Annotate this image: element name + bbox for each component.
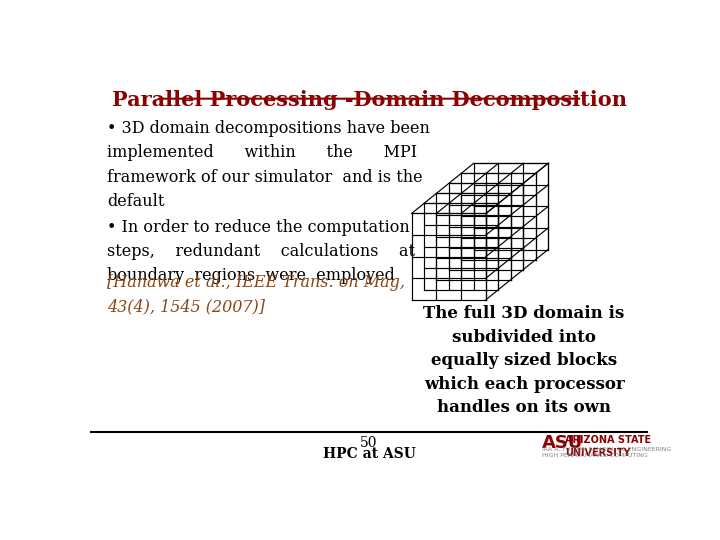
Text: Parallel Processing -Domain Decomposition: Parallel Processing -Domain Decompositio… [112,90,626,110]
Text: ARIZONA STATE
UNIVERSITY: ARIZONA STATE UNIVERSITY [565,435,651,458]
Text: ASU: ASU [542,434,583,453]
Text: • 3D domain decompositions have been
implemented      within      the      MPI
f: • 3D domain decompositions have been imp… [107,120,430,210]
Text: [Hanawa et al., IEEE Trans. on Mag,
43(4), 1545 (2007)]: [Hanawa et al., IEEE Trans. on Mag, 43(4… [107,274,405,315]
Text: HPC at ASU: HPC at ASU [323,447,415,461]
Text: 50: 50 [360,436,378,450]
Text: • In order to reduce the computation
steps,    redundant    calculations    at
b: • In order to reduce the computation ste… [107,219,415,284]
Text: IRA A. FULTON SCHOOL OF ENGINEERING
HIGH PERFORMANCE COMPUTING: IRA A. FULTON SCHOOL OF ENGINEERING HIGH… [542,447,671,458]
Text: The full 3D domain is
subdivided into
equally sized blocks
which each processor
: The full 3D domain is subdivided into eq… [423,305,625,416]
